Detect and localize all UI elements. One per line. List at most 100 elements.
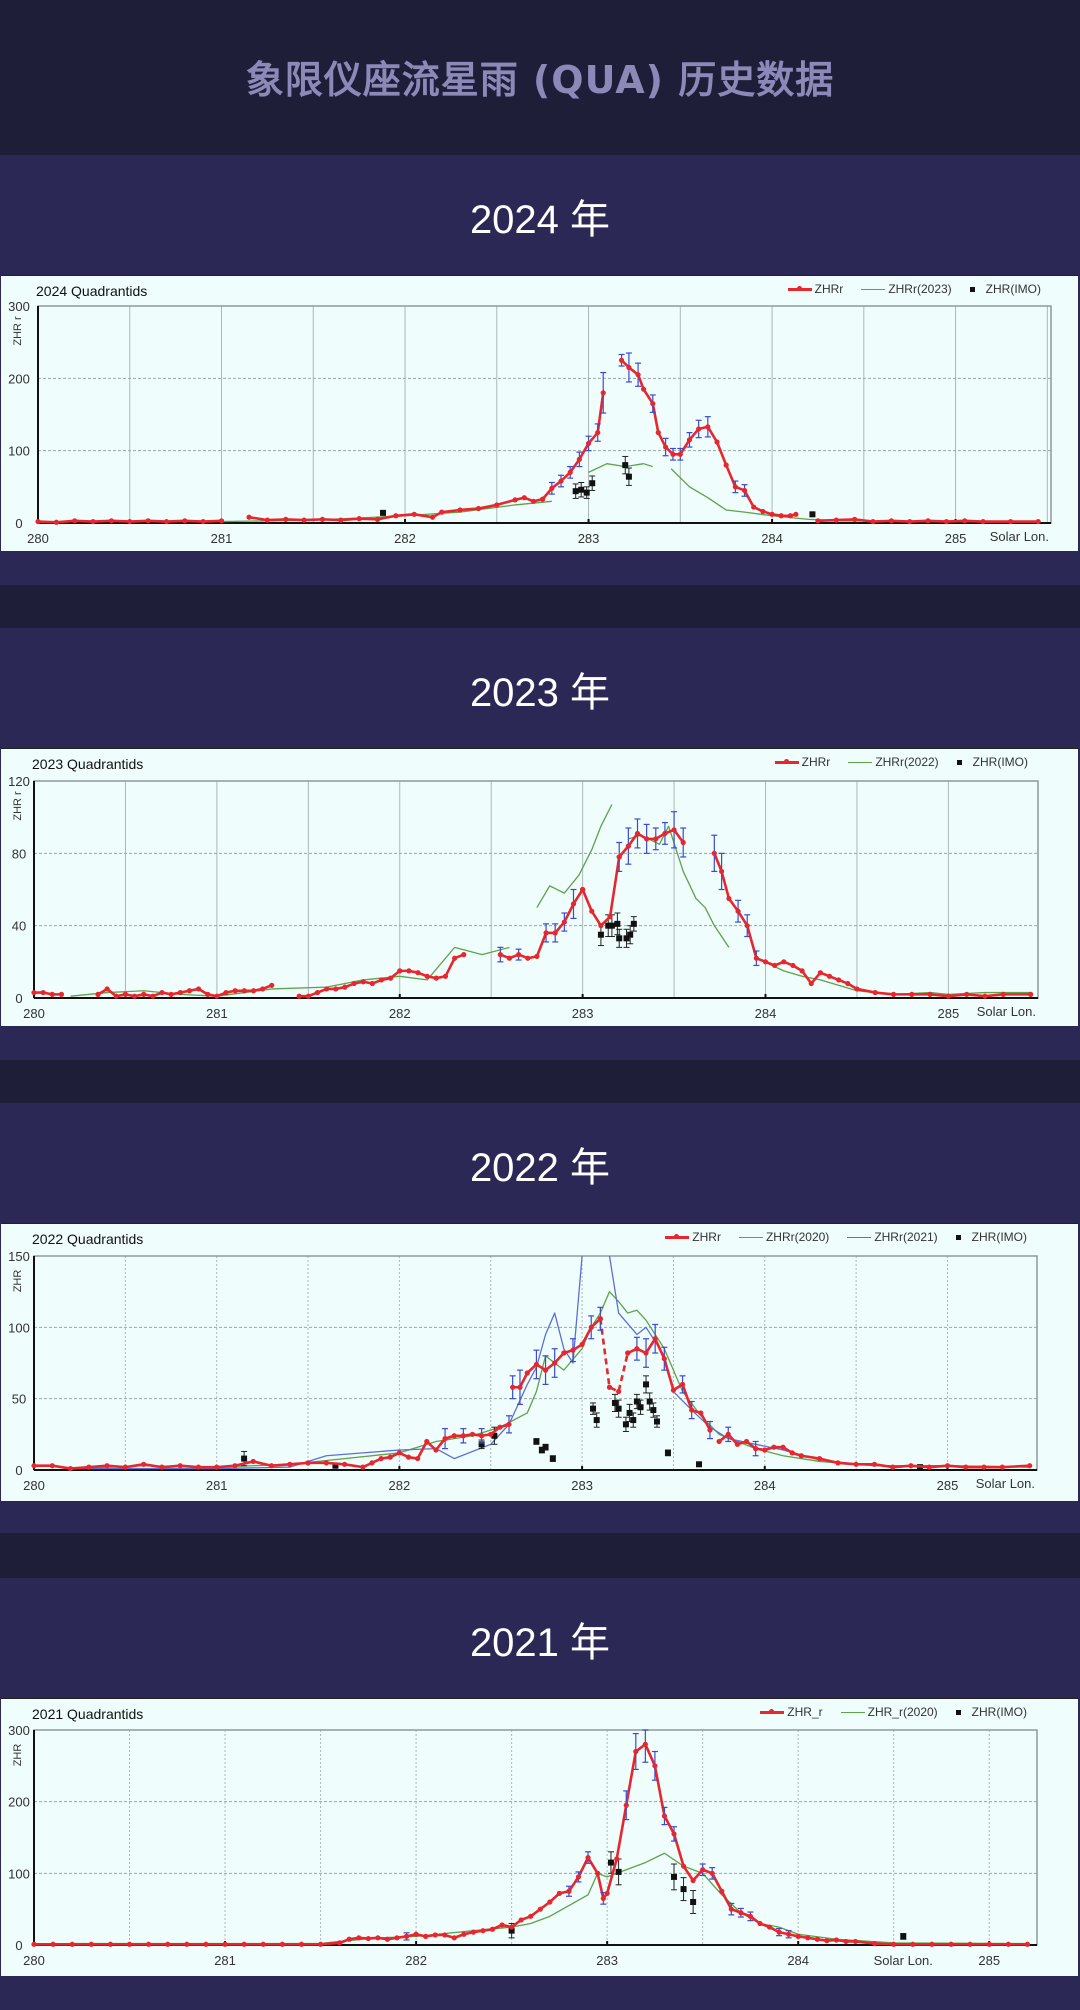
svg-text:282: 282: [389, 1478, 411, 1493]
svg-text:0: 0: [15, 1938, 22, 1953]
year-heading: 2022 年: [469, 1146, 611, 1190]
svg-text:ZHR: ZHR: [12, 1744, 24, 1767]
chart-title: 2024 Quadrantids: [36, 283, 148, 299]
svg-text:284: 284: [787, 1953, 809, 1968]
chart-2024: 0 100 200 300 280 281 282 283 284 285 Solar Lon. ZH…: [1, 275, 1078, 551]
svg-text:285: 285: [938, 1006, 960, 1021]
svg-text:Solar Lon.: Solar Lon.: [874, 1953, 933, 1968]
year-section-2021: 2021 年 0 100 200 300 280 281 282 283 284 285 Solar…: [0, 1578, 1080, 2010]
svg-text:0: 0: [15, 991, 22, 1006]
svg-text:281: 281: [206, 1478, 228, 1493]
svg-text:280: 280: [23, 1006, 45, 1021]
legend-swatch-icon: [665, 1233, 690, 1239]
year-section-2023: 2023 年 0 40 80 120 280 281 282 283 284 285 Solar L…: [0, 628, 1080, 1060]
legend-swatch-icon: [787, 285, 812, 291]
chart-2023: 0 40 80 120 280 281 282 283 284 285 Solar Lon. ZHR …: [1, 748, 1078, 1026]
legend-item: ZHRr(2020): [738, 1230, 830, 1244]
svg-text:100: 100: [8, 1320, 30, 1335]
svg-text:283: 283: [571, 1478, 593, 1493]
svg-text:282: 282: [389, 1006, 411, 1021]
svg-text:80: 80: [12, 846, 26, 861]
legend-label: ZHR(IMO): [985, 282, 1041, 296]
legend-item: ZHR_r: [760, 1705, 823, 1719]
legend-swatch-icon: [955, 1709, 961, 1715]
svg-text:281: 281: [206, 1006, 228, 1021]
svg-text:283: 283: [596, 1953, 618, 1968]
legend-item: ZHRr(2023): [861, 282, 952, 296]
legend-label: ZHRr(2023): [888, 282, 952, 296]
svg-text:283: 283: [578, 531, 600, 546]
legend-swatch-icon: [956, 759, 962, 765]
svg-text:280: 280: [23, 1478, 45, 1493]
svg-text:0: 0: [15, 1463, 22, 1478]
legend-item: ZHRr: [787, 282, 843, 296]
legend-item: ZHR_r(2020): [840, 1705, 938, 1719]
legend-item: ZHR(IMO): [955, 1705, 1027, 1719]
chart-legend: ZHRr ZHRr(2023) ZHR(IMO): [787, 282, 1041, 296]
svg-text:300: 300: [8, 299, 30, 314]
svg-text:300: 300: [8, 1723, 30, 1738]
svg-text:285: 285: [945, 531, 967, 546]
legend-label: ZHRr(2020): [765, 1230, 830, 1244]
chart-plot: 0 100 200 300 280 281 282 283 284 285 Solar Lon. ZH…: [8, 299, 1052, 546]
svg-text:281: 281: [211, 531, 233, 546]
legend-item: ZHRr(2021): [847, 1230, 938, 1244]
chart-title: 2023 Quadrantids: [32, 756, 144, 772]
svg-text:0: 0: [15, 516, 22, 531]
legend-label: ZHRr: [692, 1230, 721, 1244]
legend-label: ZHRr: [801, 755, 831, 769]
svg-text:200: 200: [8, 1795, 30, 1810]
svg-text:284: 284: [754, 1478, 776, 1493]
svg-text:50: 50: [12, 1392, 26, 1407]
svg-text:100: 100: [8, 1866, 30, 1881]
legend-label: ZHR_r(2020): [867, 1705, 938, 1719]
legend-swatch-icon: [861, 288, 886, 290]
chart-plot: 0 100 200 300 280 281 282 283 284 285 Solar Lon. ZH…: [8, 1723, 1038, 1968]
legend-label: ZHRr(2021): [874, 1230, 938, 1244]
chart-2022: 0 50 100 150 280 281 282 283 284 285 Solar Lon. ZHR…: [1, 1223, 1078, 1501]
legend-label: ZHRr(2022): [875, 755, 939, 769]
chart-title: 2021 Quadrantids: [32, 1706, 144, 1722]
svg-text:Solar Lon.: Solar Lon.: [990, 529, 1049, 544]
legend-label: ZHR(IMO): [972, 755, 1028, 769]
legend-label: ZHR_r: [787, 1705, 823, 1719]
chart-legend: ZHR_r ZHR_r(2020) ZHR(IMO): [760, 1705, 1027, 1719]
legend-swatch-icon: [760, 1708, 785, 1714]
legend-item: ZHR(IMO): [969, 282, 1041, 296]
svg-text:285: 285: [937, 1478, 959, 1493]
svg-text:280: 280: [23, 1953, 45, 1968]
svg-text:40: 40: [12, 919, 26, 934]
svg-text:ZHR: ZHR: [12, 1270, 24, 1293]
svg-text:200: 200: [8, 371, 30, 386]
legend-label: ZHR(IMO): [971, 1705, 1027, 1719]
chart-plot: 0 50 100 150 280 281 282 283 284 285 Solar Lon. ZHR: [8, 1249, 1038, 1493]
page-title: 象限仪座流星雨 (QUA) 历史数据: [245, 57, 835, 102]
legend-item: ZHRr(2022): [848, 755, 939, 769]
svg-text:Solar Lon.: Solar Lon.: [976, 1476, 1035, 1491]
svg-text:284: 284: [761, 531, 783, 546]
svg-text:Solar Lon.: Solar Lon.: [977, 1004, 1036, 1019]
svg-text:282: 282: [394, 531, 416, 546]
page-header: 象限仪座流星雨 (QUA) 历史数据: [0, 0, 1080, 155]
year-heading: 2024 年: [469, 198, 611, 242]
svg-text:ZHR r: ZHR r: [12, 791, 24, 821]
legend-swatch-icon: [969, 286, 975, 292]
year-heading: 2023 年: [469, 671, 611, 715]
chart-plot: 0 40 80 120 280 281 282 283 284 285 Solar Lon. ZHR …: [8, 774, 1039, 1021]
svg-text:280: 280: [27, 531, 49, 546]
year-section-2024: 2024 年 0 100 200 300 280 281 282 283 284 285 Solar…: [0, 155, 1080, 585]
legend-swatch-icon: [847, 1236, 872, 1238]
legend-swatch-icon: [840, 1711, 865, 1713]
year-heading: 2021 年: [469, 1621, 611, 1665]
svg-text:283: 283: [572, 1006, 594, 1021]
legend-item: ZHRr: [774, 755, 831, 769]
svg-text:284: 284: [755, 1006, 777, 1021]
svg-text:285: 285: [978, 1953, 1000, 1968]
chart-legend: ZHRr ZHRr(2020) ZHRr(2021) ZHR(IMO): [665, 1230, 1027, 1244]
chart-legend: ZHRr ZHRr(2022) ZHR(IMO): [774, 755, 1028, 769]
svg-text:100: 100: [8, 444, 30, 459]
legend-label: ZHR(IMO): [971, 1230, 1027, 1244]
year-section-2022: 2022 年 0 50 100 150 280 281 282 283 284 285 Solar …: [0, 1103, 1080, 1533]
legend-item: ZHR(IMO): [956, 755, 1028, 769]
svg-text:150: 150: [8, 1249, 30, 1264]
